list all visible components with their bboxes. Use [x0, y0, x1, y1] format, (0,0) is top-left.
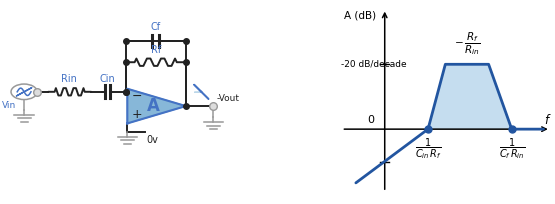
Text: 0: 0: [367, 114, 375, 124]
Text: $\dfrac{1}{C_{in}\,R_f}$: $\dfrac{1}{C_{in}\,R_f}$: [415, 136, 441, 161]
Text: Rf: Rf: [150, 45, 161, 55]
Text: -20 dB/decade: -20 dB/decade: [341, 60, 407, 69]
Text: $\dfrac{1}{C_f\,R_{in}}$: $\dfrac{1}{C_f\,R_{in}}$: [498, 136, 525, 161]
Polygon shape: [127, 89, 186, 123]
Text: 0v: 0v: [147, 135, 158, 145]
Polygon shape: [428, 64, 512, 129]
Text: -Vout: -Vout: [216, 94, 239, 103]
Text: A (dB): A (dB): [344, 11, 376, 21]
Text: Vin: Vin: [2, 101, 16, 110]
Text: Cf: Cf: [150, 22, 161, 32]
Text: −: −: [132, 90, 142, 103]
Text: $f$: $f$: [544, 113, 552, 127]
Text: Cin: Cin: [99, 74, 115, 84]
Text: A: A: [147, 97, 159, 115]
Text: +: +: [132, 108, 142, 121]
Text: $-\,\dfrac{R_f}{R_{in}}$: $-\,\dfrac{R_f}{R_{in}}$: [454, 30, 480, 57]
Text: Rin: Rin: [61, 74, 77, 84]
